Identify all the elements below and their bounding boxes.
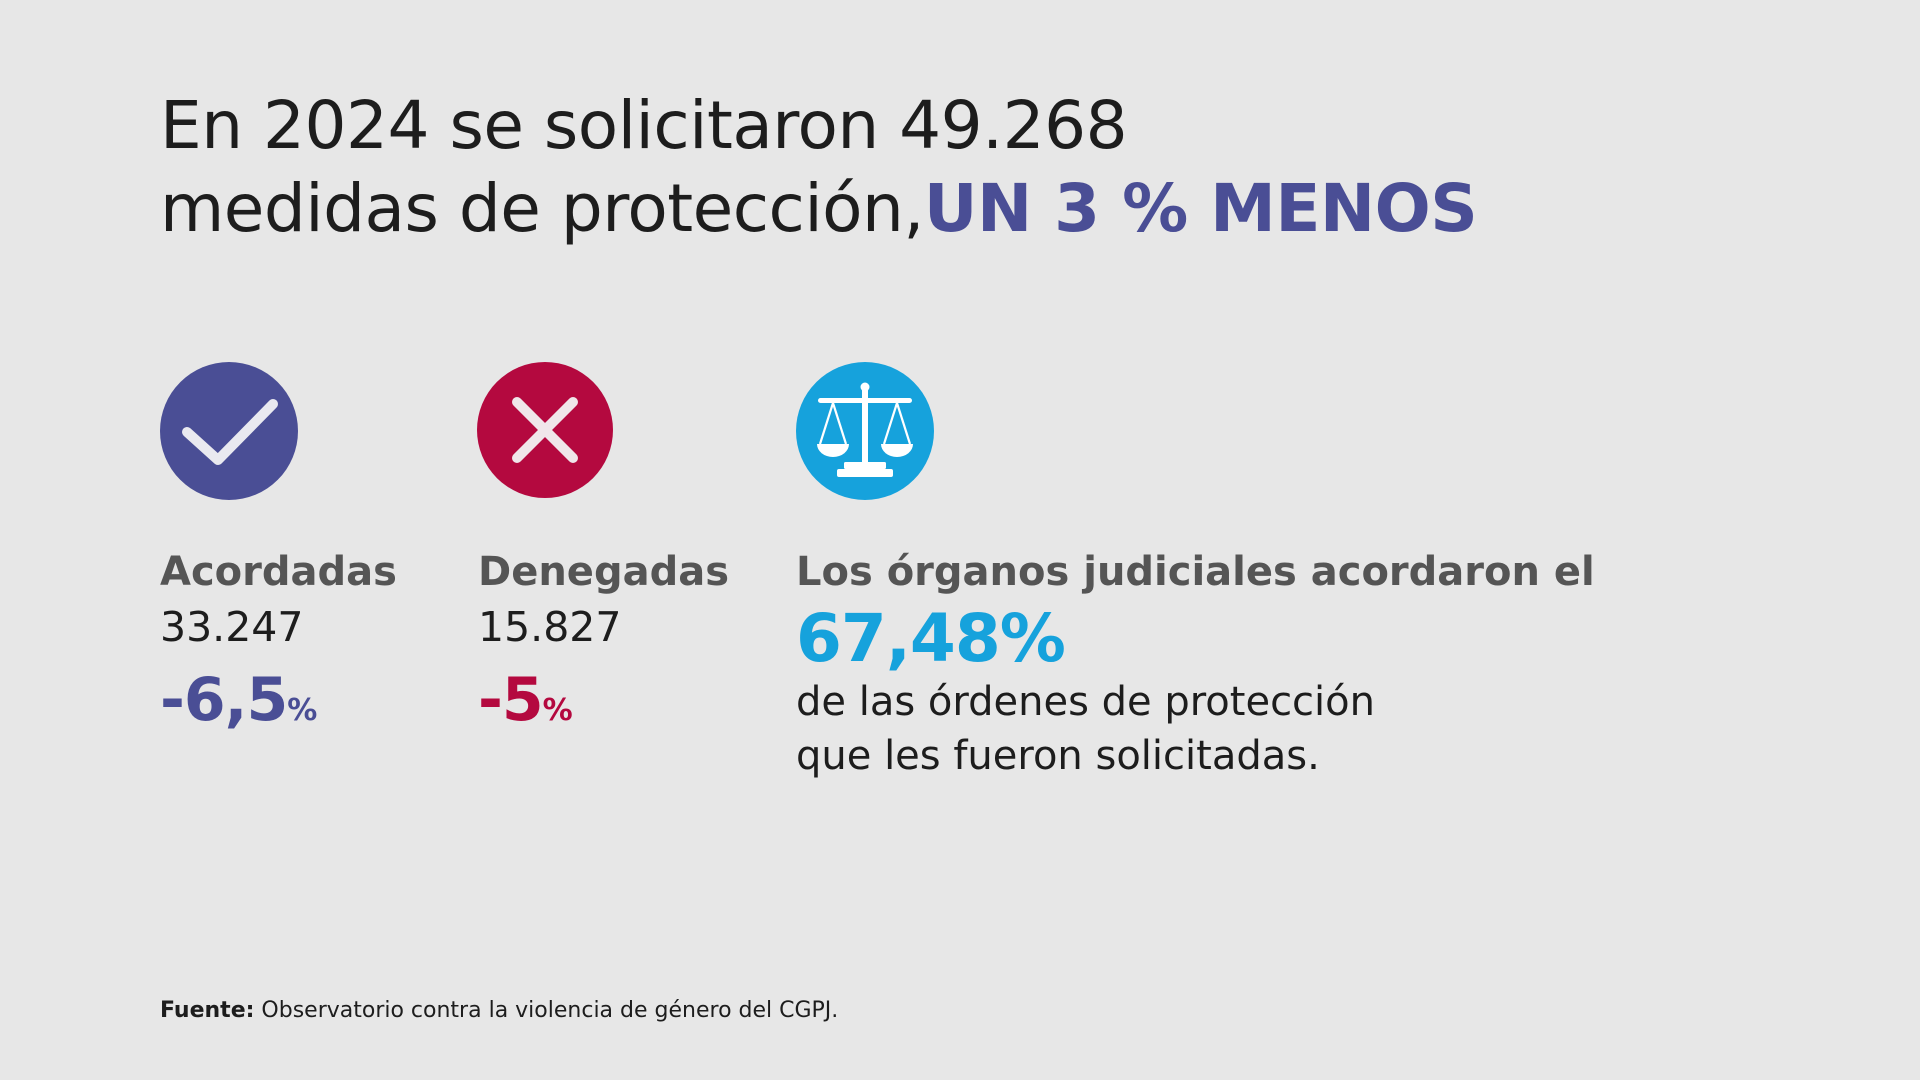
headline-highlight: UN 3 % MENOS — [923, 170, 1478, 247]
source-text: Observatorio contra la violencia de géne… — [254, 998, 839, 1023]
source-note: Fuente: Observatorio contra la violencia… — [160, 998, 838, 1023]
acordadas-value: 33.247 — [160, 603, 304, 651]
acordadas-change: -6,5% — [160, 667, 397, 744]
headline-line-2: medidas de protección,UN 3 % MENOS — [160, 167, 1760, 250]
judicial-label: Los órganos judiciales acordaron el — [796, 549, 1595, 595]
acordadas-label: Acordadas — [160, 549, 397, 595]
denegadas-stat: Denegadas 15.827 -5% — [478, 545, 729, 744]
check-icon — [160, 362, 298, 500]
acordadas-change-value: -6,5 — [160, 665, 288, 735]
judicial-percentage: 67,48% — [796, 600, 1066, 677]
judicial-description-line-2: que les fueron solicitadas. — [796, 733, 1320, 779]
denegadas-change: -5% — [478, 667, 729, 744]
cross-icon — [477, 362, 613, 498]
judicial-description-line-1: de las órdenes de protección — [796, 679, 1375, 725]
denegadas-change-unit: % — [542, 693, 573, 728]
denegadas-value: 15.827 — [478, 603, 622, 651]
acordadas-stat: Acordadas 33.247 -6,5% — [160, 545, 397, 744]
headline-line-1: En 2024 se solicitaron 49.268 — [160, 87, 1128, 164]
denegadas-change-value: -5 — [478, 665, 544, 735]
headline: En 2024 se solicitaron 49.268 medidas de… — [160, 84, 1760, 250]
source-label: Fuente: — [160, 998, 255, 1023]
judicial-stat: Los órganos judiciales acordaron el 67,4… — [796, 545, 1796, 783]
headline-line-2-text: medidas de protección, — [160, 170, 924, 247]
denegadas-label: Denegadas — [478, 549, 729, 595]
scale-icon — [796, 362, 934, 500]
acordadas-change-unit: % — [287, 693, 318, 728]
